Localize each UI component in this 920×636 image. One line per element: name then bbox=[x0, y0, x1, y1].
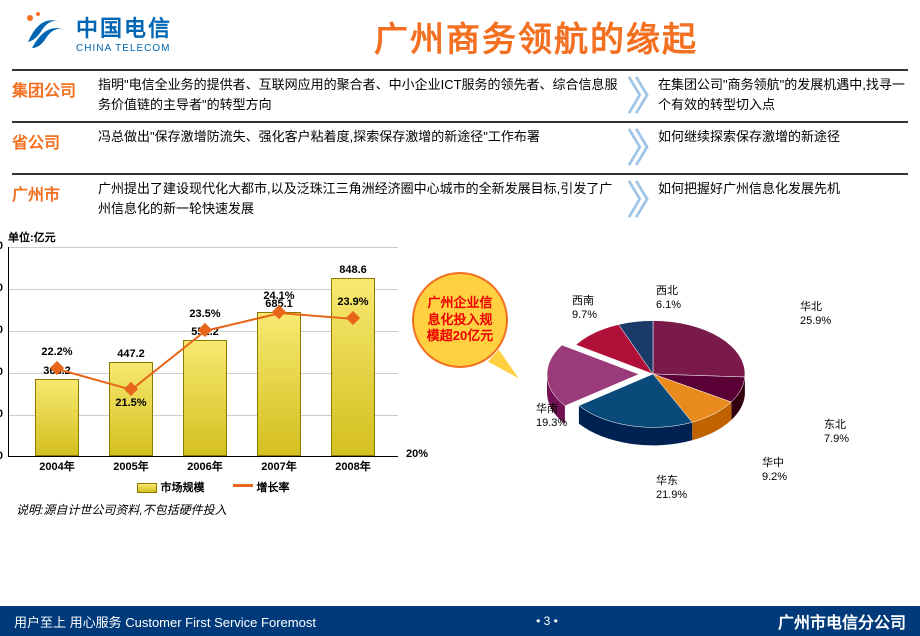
pie-label: 东北7.9% bbox=[824, 419, 849, 447]
info-row: 集团公司指明"电信全业务的提供者、互联网应用的聚合者、中小企业ICT服务的领先者… bbox=[12, 69, 908, 121]
row-left: 指明"电信全业务的提供者、互联网应用的聚合者、中小企业ICT服务的领先者、综合信… bbox=[98, 75, 618, 114]
pie-label: 华南19.3% bbox=[536, 403, 567, 431]
chevron-right-icon bbox=[626, 179, 650, 219]
bar-legend: 市场规模 增长率 bbox=[8, 479, 418, 495]
info-rows: 集团公司指明"电信全业务的提供者、互联网应用的聚合者、中小企业ICT服务的领先者… bbox=[0, 61, 920, 225]
bar-plot: 20% 02004006008001000368.22004年22.2%447.… bbox=[8, 247, 398, 457]
pie-label: 西北6.1% bbox=[656, 285, 681, 313]
row-label: 集团公司 bbox=[12, 75, 90, 101]
header: 中国电信 CHINA TELECOM 广州商务领航的缘起 bbox=[0, 0, 920, 61]
row-right: 在集团公司"商务领航"的发展机遇中,找寻一个有效的转型切入点 bbox=[658, 75, 908, 114]
chevron-right-icon bbox=[626, 127, 650, 167]
bar-xlabel: 2006年 bbox=[175, 458, 235, 474]
chevron-right-icon bbox=[626, 75, 650, 115]
y-tick: 1000 bbox=[0, 240, 3, 252]
chart-note: 说明:源自计世公司资料,不包括硬件投入 bbox=[16, 501, 418, 518]
legend-line: 增长率 bbox=[233, 479, 290, 495]
footer-right: 广州市电信分公司 bbox=[778, 609, 906, 633]
bar-xlabel: 2007年 bbox=[249, 458, 309, 474]
footer: 用户至上 用心服务 Customer First Service Foremos… bbox=[0, 606, 920, 636]
pie-label: 华北25.9% bbox=[800, 301, 831, 329]
page-title: 广州商务领航的缘起 bbox=[172, 12, 900, 61]
y-tick: 800 bbox=[0, 282, 3, 294]
info-row: 广州市广州提出了建设现代化大都市,以及泛珠江三角洲经济圈中心城市的全新发展目标,… bbox=[12, 173, 908, 225]
bar-pct: 24.1% bbox=[249, 290, 309, 302]
footer-left: 用户至上 用心服务 Customer First Service Foremos… bbox=[14, 612, 316, 631]
bar-rect bbox=[183, 340, 227, 456]
bar-xlabel: 2008年 bbox=[323, 458, 383, 474]
charts-area: 单位:亿元 20% 02004006008001000368.22004年22.… bbox=[0, 225, 920, 518]
bar-pct: 23.5% bbox=[175, 308, 235, 320]
china-telecom-icon bbox=[20, 8, 68, 56]
pie-label: 华东21.9% bbox=[656, 475, 687, 503]
bar-value: 447.2 bbox=[101, 348, 161, 360]
pie-label: 华中9.2% bbox=[762, 457, 787, 485]
bar-xlabel: 2005年 bbox=[101, 458, 161, 474]
row-label: 省公司 bbox=[12, 127, 90, 153]
bar-chart: 单位:亿元 20% 02004006008001000368.22004年22.… bbox=[8, 229, 418, 518]
logo-text-cn: 中国电信 bbox=[76, 11, 172, 43]
row-left: 广州提出了建设现代化大都市,以及泛珠江三角洲经济圈中心城市的全新发展目标,引发了… bbox=[98, 179, 618, 218]
bar-value: 848.6 bbox=[323, 264, 383, 276]
bar-rect bbox=[35, 379, 79, 456]
bar-pct: 22.2% bbox=[27, 346, 87, 358]
bar-xlabel: 2004年 bbox=[27, 458, 87, 474]
bar-pct: 21.5% bbox=[101, 397, 161, 409]
row-label: 广州市 bbox=[12, 179, 90, 205]
bar-pct: 23.9% bbox=[323, 296, 383, 308]
row-left: 冯总做出"保存激增防流失、强化客户粘着度,探索保存激增的新途径"工作布署 bbox=[98, 127, 618, 147]
logo-text-en: CHINA TELECOM bbox=[76, 43, 172, 54]
callout: 广州企业信息化投入规模超20亿元 bbox=[412, 272, 522, 368]
bar-rect bbox=[257, 312, 301, 456]
row-right: 如何继续探索保存激增的新途径 bbox=[658, 127, 908, 147]
info-row: 省公司冯总做出"保存激增防流失、强化客户粘着度,探索保存激增的新途径"工作布署 如… bbox=[12, 121, 908, 173]
y-tick: 600 bbox=[0, 324, 3, 336]
legend-bar: 市场规模 bbox=[137, 479, 205, 495]
footer-page: • 3 • bbox=[316, 614, 778, 628]
bar-unit: 单位:亿元 bbox=[8, 229, 418, 245]
y-tick: 200 bbox=[0, 408, 3, 420]
y-tick: 0 bbox=[0, 450, 3, 462]
row-right: 如何把握好广州信息化发展先机 bbox=[658, 179, 908, 199]
logo: 中国电信 CHINA TELECOM bbox=[20, 8, 172, 56]
pie-slice bbox=[653, 321, 745, 377]
y-tick: 400 bbox=[0, 366, 3, 378]
pie-label: 西南9.7% bbox=[572, 295, 597, 323]
